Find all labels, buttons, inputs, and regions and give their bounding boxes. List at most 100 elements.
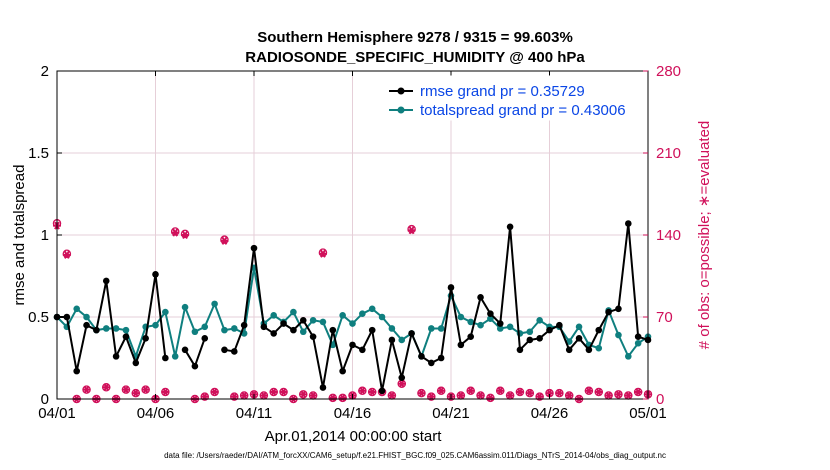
obs-evaluated-marker [82,385,91,394]
totalspread-point [221,326,228,334]
obs-evaluated-marker [328,393,337,402]
legend-box [389,75,646,121]
rmse-point [152,271,159,278]
rmse-point [349,341,356,349]
totalspread-point [290,308,297,316]
obs-evaluated-marker [131,389,140,398]
obs-evaluated-marker [240,391,249,400]
obs-evaluated-marker [624,391,633,400]
obs-evaluated-marker [545,389,554,398]
totalspread-point [73,305,80,313]
totalspread-point [625,353,632,360]
rmse-point [319,384,327,391]
obs-evaluated-marker [407,226,416,235]
obs-possible-marker [407,224,416,234]
obs-evaluated-marker [259,391,268,400]
obs-evaluated-marker [476,391,485,400]
totalspread-point [339,312,346,319]
rmse-point [605,308,612,316]
rmse-point [556,321,563,329]
rmse-point [575,335,583,342]
obs-evaluated-marker [338,393,347,402]
x-tick-label: 05/01 [629,405,667,422]
obs-evaluated-marker [614,390,623,399]
totalspread-point [575,323,583,331]
totalspread-point [359,310,366,318]
obs-evaluated-marker [358,386,367,395]
totalspread-point [122,326,130,334]
rmse-point [615,305,622,313]
rmse-point [191,362,199,370]
obs-evaluated-marker [309,391,318,400]
totalspread-point [368,305,376,313]
obs-evaluated-marker [161,387,170,396]
obs-evaluated-marker [634,387,643,396]
obs-evaluated-marker [210,387,219,396]
obs-evaluated-marker [102,383,111,392]
totalspread-point [428,325,435,332]
rmse-point [142,335,149,342]
rmse-point [467,333,475,340]
totalspread-point [162,308,169,316]
rmse-point [437,354,445,362]
totalspread-point [457,313,465,321]
rmse-point [506,223,514,231]
rmse-point [546,326,553,334]
x-tick-label: 04/16 [334,405,372,422]
y-axis-label-right: # of obs: o=possible; ∗=evaluated [696,121,713,350]
y-axis-label-left: rmse and totalspread [11,165,28,306]
footer-data-file: data file: /Users/raeder/DAI/ATM_forcXX/… [164,451,666,460]
rmse-point [368,326,376,334]
totalspread-point [231,325,238,332]
rmse-point [240,321,248,329]
obs-possible-marker [220,235,229,244]
rmse-point [487,310,494,318]
obs-evaluated-marker [368,387,377,396]
rmse-point [526,336,534,344]
totalspread-point [309,316,317,324]
y-left-tick-label: 0.5 [28,309,49,326]
obs-evaluated-marker [604,391,613,400]
totalspread-point [615,331,622,339]
rmse-line [184,337,206,369]
rmse-point [280,320,287,327]
obs-evaluated-marker [62,250,71,259]
obs-evaluated-marker [515,387,524,396]
totalspread-point [191,328,199,336]
obs-possible-marker [180,229,190,239]
rmse-point [536,335,543,342]
obs-evaluated-marker [397,379,406,388]
x-tick-label: 04/26 [531,405,569,422]
totalspread-point [102,325,110,332]
totalspread-point [595,344,603,352]
y-right-tick-label: 70 [656,309,673,326]
rmse-point [63,313,71,321]
totalspread-point [437,325,445,332]
totalspread-point [152,321,159,329]
chart-title: Southern Hemisphere 9278 / 9315 = 99.603… [257,29,573,46]
totalspread-point [270,312,278,319]
rmse-point [73,367,80,375]
rmse-point [516,346,524,354]
rmse-point [132,359,140,367]
y-right-tick-label: 210 [656,145,681,162]
grid [57,71,648,399]
obs-evaluated-marker [387,391,396,400]
rmse-point [457,341,465,349]
totalspread-point [112,325,120,332]
legend-spread-label: totalspread grand pr = 0.43006 [420,102,626,119]
rmse-point [625,220,632,227]
rmse-point [359,346,366,354]
x-tick-label: 04/11 [236,405,272,422]
totalspread-point [496,325,504,332]
legend-rmse-label: rmse grand pr = 0.35729 [420,83,585,100]
rmse-point [634,333,642,340]
rmse-point [181,346,189,354]
rmse-point [221,346,228,354]
rmse-point [250,244,258,252]
rmse-line [57,274,167,372]
totalspread-point [378,313,386,321]
rmse-point [565,346,573,354]
obs-evaluated-marker [565,391,574,400]
obs-evaluated-marker [456,391,465,400]
